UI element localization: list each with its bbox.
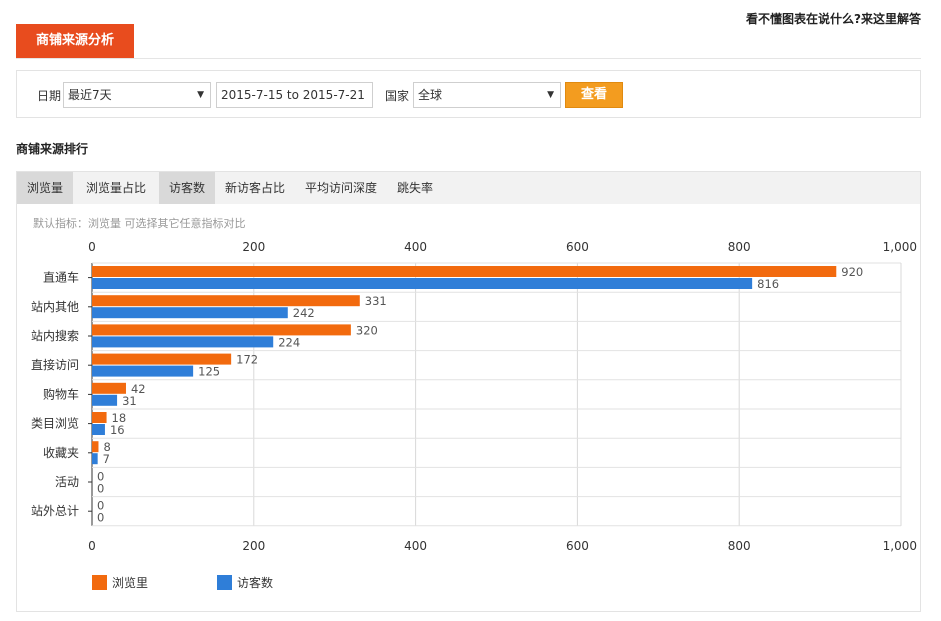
country-select[interactable]: 全球 ▼ bbox=[413, 82, 561, 108]
help-link[interactable]: 看不懂图表在说什么?来这里解答 bbox=[746, 12, 921, 26]
metric-hint: 默认指标：浏览量 可选择其它任意指标对比 bbox=[33, 217, 246, 230]
tab-bounce-rate[interactable]: 跳失率 bbox=[396, 181, 433, 195]
date-range-select[interactable]: 最近7天 ▼ bbox=[63, 82, 211, 108]
tab-visitors[interactable]: 访客数 bbox=[159, 172, 215, 204]
date-label: 日期 bbox=[37, 89, 62, 103]
metric-tabs: 浏览量 浏览量占比 访客数 新访客占比 平均访问深度 跳失率 bbox=[17, 172, 920, 204]
chart-panel: 浏览量 浏览量占比 访客数 新访客占比 平均访问深度 跳失率 默认指标：浏览量 … bbox=[16, 171, 921, 612]
filter-bar: 日期 最近7天 ▼ 2015-7-15 to 2015-7-21 国家 全球 ▼… bbox=[16, 70, 921, 118]
chevron-down-icon: ▼ bbox=[197, 90, 204, 100]
tab-avg-depth[interactable]: 平均访问深度 bbox=[304, 181, 377, 195]
tab-pageviews[interactable]: 浏览量 bbox=[17, 172, 73, 204]
page-title-tab: 商铺来源分析 bbox=[16, 24, 135, 58]
date-range-select-value: 最近7天 bbox=[68, 88, 112, 102]
tab-new-visitor-share[interactable]: 新访客占比 bbox=[224, 181, 285, 195]
country-label: 国家 bbox=[385, 89, 410, 103]
country-select-value: 全球 bbox=[418, 88, 443, 102]
section-title: 商铺来源排行 bbox=[16, 142, 89, 156]
view-button[interactable]: 查看 bbox=[565, 82, 623, 108]
title-divider bbox=[16, 58, 921, 59]
date-range-input[interactable]: 2015-7-15 to 2015-7-21 bbox=[216, 82, 373, 108]
tab-pageview-share[interactable]: 浏览量占比 bbox=[85, 181, 146, 195]
chevron-down-icon: ▼ bbox=[547, 90, 554, 100]
